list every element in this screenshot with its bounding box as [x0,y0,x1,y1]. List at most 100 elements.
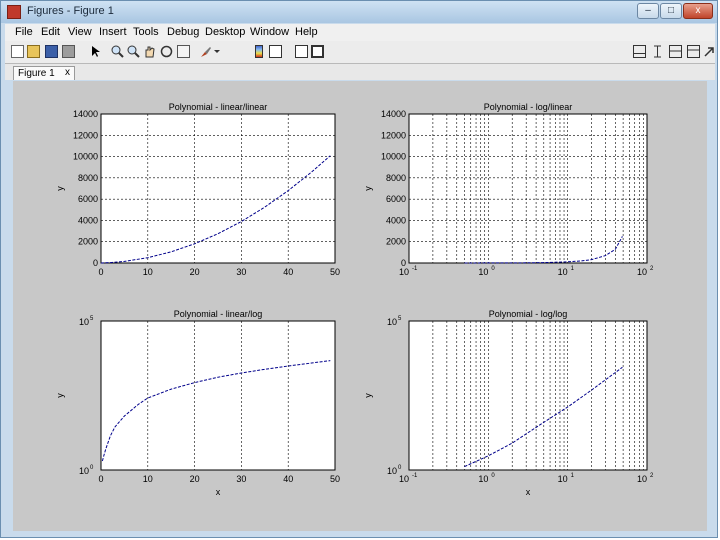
ytick-exp-4-0: 0 [398,465,402,471]
figure-tab-strip: Figure 1 x [5,64,715,80]
pan-icon[interactable] [143,45,156,58]
xtick-label-1-0: 0 [98,267,103,277]
xtick-exp-2-1: 0 [491,266,495,272]
xtick-label-1-4: 40 [283,267,293,277]
ytick-label-4-0: 10 [387,466,397,476]
brush-icon[interactable] [199,45,212,58]
ytick-label-2-1: 2000 [386,237,406,247]
tab-figure-1[interactable]: Figure 1 x [13,66,75,80]
window-title: Figures - Figure 1 [27,5,114,17]
chart-title-1: Polynomial - linear/linear [169,102,268,112]
xtick-label-1-3: 30 [236,267,246,277]
xtick-label-2-0: 10 [399,267,409,277]
axes-4 [408,320,648,471]
axes-1 [100,113,336,264]
menu-debug[interactable]: Debug [167,26,200,38]
xtick-label-4-0: 10 [399,474,409,484]
xtick-label-4-2: 10 [558,474,568,484]
pointer-icon[interactable] [89,45,102,58]
zoom-in-icon[interactable] [111,45,124,58]
close-button[interactable]: x [683,3,713,19]
series-line-1-1 [100,155,331,264]
ytick-label-2-6: 12000 [381,130,406,140]
ylabel-1: y [55,186,65,191]
ytick-label-1-7: 14000 [73,109,98,119]
minimize-button[interactable]: – [637,3,659,19]
xtick-exp-4-0: -1 [412,473,418,479]
menu-desktop[interactable]: Desktop [205,26,246,38]
xtick-label-1-2: 20 [190,267,200,277]
ytick-label-3-1: 10 [79,317,89,327]
ytick-label-1-5: 10000 [73,152,98,162]
chart-title-3: Polynomial - linear/log [174,309,263,319]
axes-2 [408,113,648,264]
menu-help[interactable]: Help [295,26,318,38]
figure-canvas: 0 10 20 30 40 50 0 2000 4000 6000 8000 10000 12000 14… [13,81,707,531]
xlabel-3: x [216,487,221,497]
xtick-exp-2-3: 2 [650,266,654,272]
xtick-label-2-1: 10 [478,267,488,277]
menu-edit[interactable]: Edit [41,26,60,38]
dock-split-vertical-icon[interactable] [651,45,664,58]
open-folder-icon[interactable] [27,45,40,58]
ytick-label-1-1: 2000 [78,237,98,247]
xtick-label-3-4: 40 [283,474,293,484]
xtick-exp-2-0: -1 [412,266,418,272]
ytick-label-1-4: 8000 [78,173,98,183]
ytick-label-2-3: 6000 [386,194,406,204]
menu-file[interactable]: File [15,26,33,38]
xlabel-4: x [526,487,531,497]
ytick-exp-3-1: 5 [90,316,94,322]
dock-float-icon[interactable] [669,45,682,58]
dock-split-horizontal-icon[interactable] [633,45,646,58]
ylabel-2: y [363,186,373,191]
series-line-4-1 [464,366,623,468]
chart-title-2: Polynomial - log/linear [484,102,573,112]
ylabel-4: y [363,393,373,398]
ytick-label-2-5: 10000 [381,152,406,162]
zoom-out-icon[interactable] [127,45,140,58]
undock-arrow-icon[interactable] [703,45,716,58]
xtick-exp-4-2: 1 [571,473,575,479]
ytick-label-3-0: 10 [79,466,89,476]
save-icon[interactable] [45,45,58,58]
ytick-label-2-7: 14000 [381,109,406,119]
dock-maximize-icon[interactable] [687,45,700,58]
chart-title-4: Polynomial - log/log [489,309,568,319]
show-plot-tools-icon[interactable] [311,45,324,58]
axes-3 [100,320,336,471]
xtick-label-1-1: 10 [143,267,153,277]
title-bar[interactable]: Figures - Figure 1 – □ x [1,1,717,23]
new-file-icon[interactable] [11,45,24,58]
menu-window[interactable]: Window [250,26,290,38]
xtick-label-1-5: 50 [330,267,340,277]
xtick-label-3-0: 0 [98,474,103,484]
rotate-icon[interactable] [160,45,173,58]
ytick-label-1-6: 12000 [73,130,98,140]
matlab-icon [7,5,21,19]
hide-plot-tools-icon[interactable] [295,45,308,58]
ytick-label-2-0: 0 [401,258,406,268]
maximize-button[interactable]: □ [660,3,682,19]
ytick-label-2-4: 8000 [386,173,406,183]
toolbar [5,41,715,64]
print-icon[interactable] [62,45,75,58]
xtick-label-3-2: 20 [190,474,200,484]
ytick-label-1-2: 4000 [78,215,98,225]
xtick-exp-2-2: 1 [571,266,575,272]
data-cursor-icon[interactable] [177,45,190,58]
menu-insert[interactable]: Insert [99,26,127,38]
ytick-label-2-2: 4000 [386,215,406,225]
xtick-label-4-3: 10 [637,474,647,484]
menu-bar: File Edit View Insert Tools Debug Deskto… [5,24,715,41]
tab-close-icon[interactable]: x [65,67,70,78]
xtick-label-2-2: 10 [558,267,568,277]
xtick-exp-4-1: 0 [491,473,495,479]
ytick-label-1-0: 0 [93,258,98,268]
legend-icon[interactable] [269,45,282,58]
menu-view[interactable]: View [68,26,92,38]
colorbar-icon[interactable] [255,45,263,58]
chevron-down-icon[interactable] [213,45,221,58]
menu-tools[interactable]: Tools [133,26,159,38]
